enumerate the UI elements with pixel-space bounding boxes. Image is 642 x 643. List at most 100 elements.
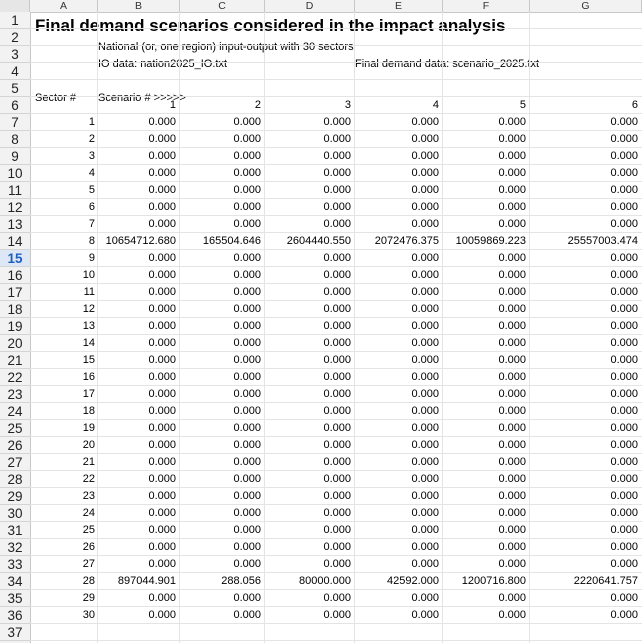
demand-value-cell[interactable]: 0.000	[233, 490, 261, 502]
demand-value-cell[interactable]: 0.000	[610, 269, 638, 281]
row-header-25[interactable]: 25	[0, 420, 30, 437]
demand-value-cell[interactable]: 0.000	[610, 337, 638, 349]
demand-value-cell[interactable]: 0.000	[323, 150, 351, 162]
demand-value-cell[interactable]: 0.000	[498, 473, 526, 485]
demand-value-cell[interactable]: 0.000	[498, 507, 526, 519]
demand-value-cell[interactable]: 0.000	[411, 303, 439, 315]
demand-value-cell[interactable]: 0.000	[498, 201, 526, 213]
row-header-34[interactable]: 34	[0, 573, 30, 590]
row-header-15[interactable]: 15	[0, 250, 30, 267]
column-header-a[interactable]: A	[30, 0, 98, 12]
row-header-32[interactable]: 32	[0, 539, 30, 556]
sector-number-cell[interactable]: 17	[82, 388, 95, 400]
demand-value-cell[interactable]: 0.000	[148, 184, 176, 196]
demand-value-cell[interactable]: 0.000	[148, 303, 176, 315]
demand-value-cell[interactable]: 0.000	[411, 371, 439, 383]
demand-value-cell[interactable]: 0.000	[233, 116, 261, 128]
demand-value-cell[interactable]: 0.000	[148, 354, 176, 366]
demand-value-cell[interactable]: 0.000	[411, 473, 439, 485]
demand-value-cell[interactable]: 0.000	[411, 558, 439, 570]
demand-value-cell[interactable]: 0.000	[148, 541, 176, 553]
sector-number-cell[interactable]: 18	[82, 405, 95, 417]
demand-value-cell[interactable]: 0.000	[233, 133, 261, 145]
sector-number-cell[interactable]: 7	[88, 218, 95, 230]
demand-value-cell[interactable]: 0.000	[411, 150, 439, 162]
row-header-31[interactable]: 31	[0, 522, 30, 539]
demand-value-cell[interactable]: 0.000	[610, 558, 638, 570]
subtitle-cell[interactable]: National (or, one region) input-output w…	[98, 41, 354, 53]
demand-value-cell[interactable]: 0.000	[411, 337, 439, 349]
demand-value-cell[interactable]: 0.000	[411, 490, 439, 502]
demand-value-cell[interactable]: 0.000	[498, 303, 526, 315]
demand-value-cell[interactable]: 0.000	[610, 320, 638, 332]
demand-value-cell[interactable]: 0.000	[148, 371, 176, 383]
demand-value-cell[interactable]: 0.000	[323, 490, 351, 502]
demand-value-cell[interactable]: 0.000	[148, 422, 176, 434]
demand-value-cell[interactable]: 0.000	[498, 592, 526, 604]
sector-number-cell[interactable]: 2	[88, 133, 95, 145]
demand-value-cell[interactable]: 0.000	[323, 422, 351, 434]
demand-value-cell[interactable]: 0.000	[610, 184, 638, 196]
demand-value-cell[interactable]: 0.000	[411, 405, 439, 417]
demand-value-cell[interactable]: 0.000	[323, 592, 351, 604]
demand-value-cell[interactable]: 0.000	[233, 286, 261, 298]
demand-value-cell[interactable]: 0.000	[498, 456, 526, 468]
demand-value-cell[interactable]: 0.000	[148, 609, 176, 621]
row-header-11[interactable]: 11	[0, 182, 30, 199]
demand-value-cell[interactable]: 0.000	[148, 133, 176, 145]
row-header-10[interactable]: 10	[0, 165, 30, 182]
sector-number-cell[interactable]: 22	[82, 473, 95, 485]
sector-number-cell[interactable]: 4	[88, 167, 95, 179]
demand-value-cell[interactable]: 0.000	[498, 405, 526, 417]
demand-value-cell[interactable]: 0.000	[498, 150, 526, 162]
demand-value-cell[interactable]: 0.000	[610, 201, 638, 213]
row-header-8[interactable]: 8	[0, 131, 30, 148]
demand-value-cell[interactable]: 0.000	[610, 439, 638, 451]
demand-value-cell[interactable]: 0.000	[233, 473, 261, 485]
column-header-c[interactable]: C	[180, 0, 265, 12]
row-header-18[interactable]: 18	[0, 301, 30, 318]
demand-value-cell[interactable]: 0.000	[610, 473, 638, 485]
scenario-number-cell[interactable]: 3	[344, 99, 351, 111]
demand-value-cell[interactable]: 0.000	[148, 507, 176, 519]
demand-value-cell[interactable]: 2604440.550	[286, 235, 351, 247]
demand-value-cell[interactable]: 10059869.223	[455, 235, 526, 247]
demand-value-cell[interactable]: 0.000	[610, 150, 638, 162]
row-header-6[interactable]: 6	[0, 97, 30, 114]
sector-number-cell[interactable]: 3	[88, 150, 95, 162]
demand-value-cell[interactable]: 0.000	[148, 269, 176, 281]
demand-value-cell[interactable]: 0.000	[148, 490, 176, 502]
demand-value-cell[interactable]: 0.000	[498, 371, 526, 383]
sector-number-cell[interactable]: 14	[82, 337, 95, 349]
column-header-d[interactable]: D	[265, 0, 355, 12]
demand-value-cell[interactable]: 0.000	[411, 201, 439, 213]
demand-value-cell[interactable]: 0.000	[233, 507, 261, 519]
demand-value-cell[interactable]: 0.000	[411, 167, 439, 179]
demand-value-cell[interactable]: 0.000	[498, 184, 526, 196]
demand-value-cell[interactable]: 0.000	[323, 354, 351, 366]
scenario-number-cell[interactable]: 2	[254, 99, 261, 111]
row-header-2[interactable]: 2	[0, 29, 30, 46]
demand-value-cell[interactable]: 0.000	[323, 524, 351, 536]
demand-value-cell[interactable]: 0.000	[233, 388, 261, 400]
sector-number-cell[interactable]: 16	[82, 371, 95, 383]
demand-value-cell[interactable]: 2072476.375	[374, 235, 439, 247]
demand-value-cell[interactable]: 0.000	[148, 286, 176, 298]
demand-value-cell[interactable]: 42592.000	[387, 575, 439, 587]
row-header-14[interactable]: 14	[0, 233, 30, 250]
demand-value-cell[interactable]: 0.000	[233, 371, 261, 383]
demand-value-cell[interactable]: 0.000	[233, 252, 261, 264]
demand-value-cell[interactable]: 0.000	[323, 541, 351, 553]
demand-value-cell[interactable]: 0.000	[233, 439, 261, 451]
scenario-number-cell[interactable]: 1	[169, 99, 176, 111]
demand-value-cell[interactable]: 897044.901	[117, 575, 176, 587]
demand-value-cell[interactable]: 0.000	[233, 609, 261, 621]
demand-value-cell[interactable]: 0.000	[610, 456, 638, 468]
demand-value-cell[interactable]: 0.000	[411, 439, 439, 451]
row-header-21[interactable]: 21	[0, 352, 30, 369]
demand-value-cell[interactable]: 0.000	[148, 524, 176, 536]
demand-value-cell[interactable]: 0.000	[498, 388, 526, 400]
row-header-5[interactable]: 5	[0, 80, 30, 97]
sheet-title[interactable]: Final demand scenarios considered in the…	[35, 16, 506, 35]
